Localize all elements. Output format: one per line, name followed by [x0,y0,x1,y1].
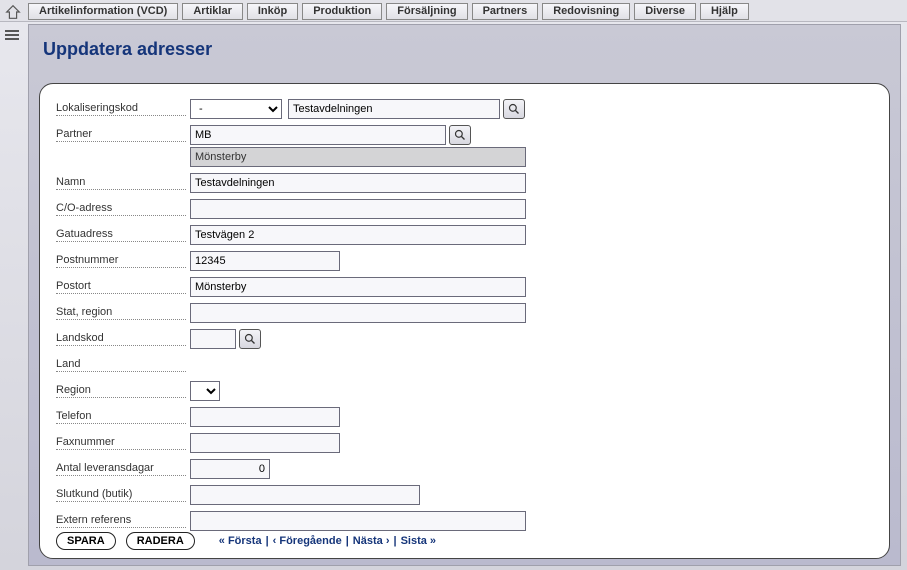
pager-next[interactable]: Nästa › [353,535,390,547]
label-namn: Namn [56,176,186,190]
label-gatuadress: Gatuadress [56,228,186,242]
label-postnummer: Postnummer [56,254,186,268]
co-adress-input[interactable] [190,199,526,219]
label-stat-region: Stat, region [56,306,186,320]
menu-artiklar[interactable]: Artiklar [182,3,243,20]
postort-input[interactable] [190,277,526,297]
label-antal-leveransdagar: Antal leveransdagar [56,462,186,476]
search-icon [454,129,466,141]
delete-button[interactable]: RADERA [126,532,195,550]
pager-last[interactable]: Sista » [401,535,436,547]
label-telefon: Telefon [56,410,186,424]
menu-produktion[interactable]: Produktion [302,3,382,20]
label-slutkund: Slutkund (butik) [56,488,186,502]
search-icon [508,103,520,115]
gatuadress-input[interactable] [190,225,526,245]
postnummer-input[interactable] [190,251,340,271]
partner-lookup[interactable] [449,125,471,145]
home-icon[interactable] [4,3,22,21]
menu-hjalp[interactable]: Hjälp [700,3,749,20]
stat-region-input[interactable] [190,303,526,323]
namn-input[interactable] [190,173,526,193]
menu-artikelinformation[interactable]: Artikelinformation (VCD) [28,3,178,20]
main-menu: Artikelinformation (VCD) Artiklar Inköp … [28,3,903,20]
list-icon[interactable] [4,35,20,47]
label-lokaliseringskod: Lokaliseringskod [56,102,186,116]
form-card: Lokaliseringskod - Partner Mönsterby [39,83,890,559]
partner-display: Mönsterby [190,147,526,167]
label-region: Region [56,384,186,398]
page-title: Uppdatera adresser [29,25,900,70]
lokaliseringskod-select[interactable]: - [190,99,282,119]
label-land: Land [56,358,186,372]
slutkund-input[interactable] [190,485,420,505]
pager-sep: | [266,535,269,547]
pager-first[interactable]: « Första [219,535,262,547]
extern-referens-input[interactable] [190,511,526,531]
antal-leveransdagar-input[interactable] [190,459,270,479]
lokaliseringskod-lookup[interactable] [503,99,525,119]
label-postort: Postort [56,280,186,294]
landskod-lookup[interactable] [239,329,261,349]
label-extern-referens: Extern referens [56,514,186,528]
label-co-adress: C/O-adress [56,202,186,216]
search-icon [244,333,256,345]
faxnummer-input[interactable] [190,433,340,453]
menu-redovisning[interactable]: Redovisning [542,3,630,20]
pager-sep: | [393,535,396,547]
pager-sep: | [346,535,349,547]
landskod-input[interactable] [190,329,236,349]
pager-prev[interactable]: ‹ Föregående [273,535,342,547]
pager: « Första | ‹ Föregående | Nästa › | Sist… [219,535,436,547]
save-button[interactable]: SPARA [56,532,116,550]
menu-forsaljning[interactable]: Försäljning [386,3,467,20]
partner-code[interactable] [190,125,446,145]
menu-inkop[interactable]: Inköp [247,3,298,20]
label-landskod: Landskod [56,332,186,346]
menu-diverse[interactable]: Diverse [634,3,696,20]
region-select[interactable] [190,381,220,401]
telefon-input[interactable] [190,407,340,427]
menu-partners[interactable]: Partners [472,3,539,20]
label-partner: Partner [56,128,186,142]
land-display [190,355,526,375]
label-faxnummer: Faxnummer [56,436,186,450]
lokaliseringskod-name[interactable] [288,99,500,119]
